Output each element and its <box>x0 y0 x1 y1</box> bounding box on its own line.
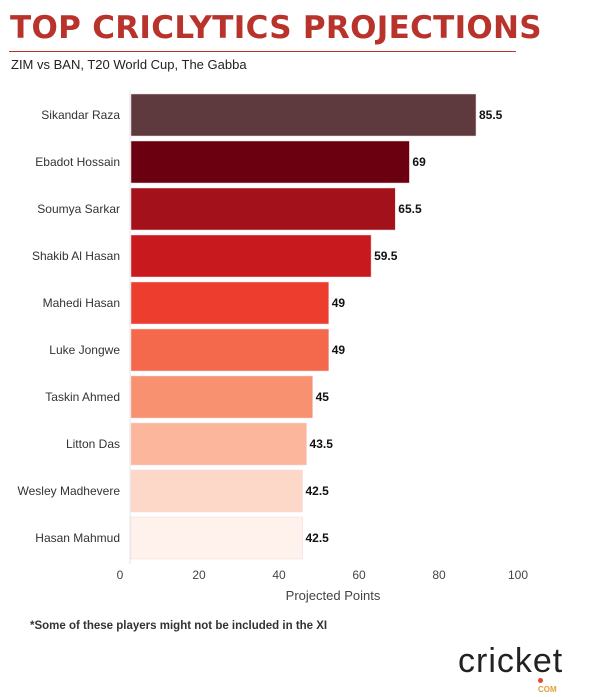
data-label: 65.5 <box>398 202 422 216</box>
data-label: 42.5 <box>305 484 329 498</box>
footnote: *Some of these players might not be incl… <box>30 620 328 632</box>
category-label: Mahedi Hasan <box>43 296 120 310</box>
bar <box>130 422 307 466</box>
data-label: 49 <box>332 296 346 310</box>
data-label: 42.5 <box>305 531 329 545</box>
x-axis-title: Projected Points <box>286 588 381 603</box>
x-tick-label: 0 <box>117 568 124 582</box>
logo-word: cricket <box>458 642 564 680</box>
category-label: Hasan Mahmud <box>35 531 120 545</box>
logo-suffix: COM <box>538 676 563 694</box>
x-tick-label: 20 <box>192 568 206 582</box>
x-tick-label: 60 <box>352 568 366 582</box>
category-label: Soumya Sarkar <box>37 202 120 216</box>
category-label: Shakib Al Hasan <box>32 249 120 263</box>
title-divider <box>9 51 516 52</box>
chart-title: TOP CRICLYTICS PROJECTIONS <box>10 10 542 46</box>
bar <box>130 187 396 231</box>
bar <box>130 140 410 184</box>
category-label: Taskin Ahmed <box>45 390 120 404</box>
x-tick-label: 100 <box>508 568 528 582</box>
category-label: Litton Das <box>66 437 120 451</box>
x-tick-label: 80 <box>432 568 446 582</box>
chart-subtitle: ZIM vs BAN, T20 World Cup, The Gabba <box>11 57 247 72</box>
data-label: 43.5 <box>310 437 334 451</box>
bar <box>130 234 372 278</box>
category-label: Luke Jongwe <box>49 343 120 357</box>
x-tick-label: 40 <box>272 568 286 582</box>
data-label: 59.5 <box>374 249 398 263</box>
bar <box>130 375 313 419</box>
bar <box>130 516 303 560</box>
data-label: 45 <box>316 390 330 404</box>
bar <box>130 93 477 137</box>
category-label: Sikandar Raza <box>41 108 120 122</box>
bar <box>130 469 303 513</box>
bar <box>130 328 329 372</box>
category-label: Wesley Madhevere <box>18 484 121 498</box>
category-label: Ebadot Hossain <box>35 155 120 169</box>
data-label: 49 <box>332 343 346 357</box>
data-label: 85.5 <box>479 108 503 122</box>
cricket-com-logo: cricket COM <box>458 642 564 694</box>
bar <box>130 281 329 325</box>
data-label: 69 <box>412 155 426 169</box>
